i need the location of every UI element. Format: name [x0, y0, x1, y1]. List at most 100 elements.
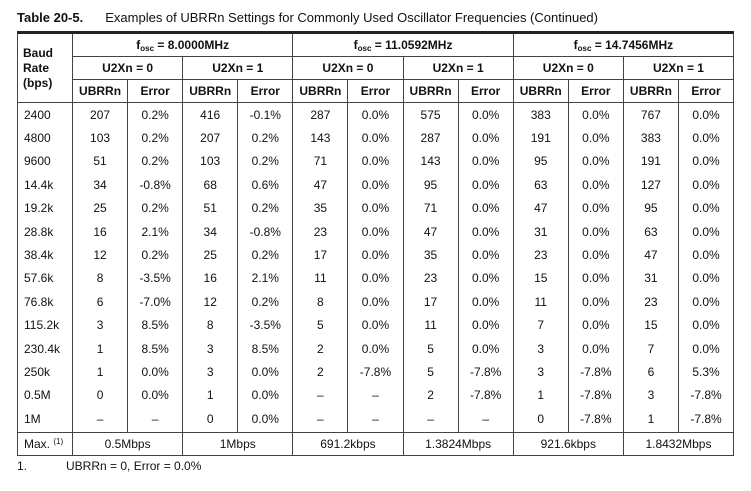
frequency-value: = 14.7456MHz — [594, 37, 674, 52]
ubrr-value: 35 — [402, 243, 459, 267]
error-value: 0.0% — [347, 149, 404, 174]
ubrr-value: 23 — [622, 290, 679, 314]
baud-rate: 230.4k — [17, 336, 73, 361]
ubrr-value: 207 — [182, 126, 239, 150]
ubrr-value: 47 — [512, 196, 569, 220]
error-value: 0.0% — [457, 219, 514, 244]
ubrr-value: 7 — [512, 313, 569, 337]
baud-rate: 38.4k — [17, 243, 73, 267]
ubrr-value: 1 — [512, 383, 569, 408]
ubrr-value: 63 — [622, 219, 679, 244]
ubrr-value: 31 — [512, 219, 569, 244]
baud-rate: 28.8k — [17, 219, 73, 244]
error-value: 0.0% — [457, 243, 514, 267]
frequency-subscript: osc — [140, 43, 155, 53]
error-value: -7.8% — [347, 360, 404, 384]
error-value: 0.0% — [677, 336, 735, 361]
error-value: 0.0% — [677, 266, 735, 291]
ubrr-value: 3 — [71, 313, 129, 337]
table-label: Table 20-5. — [17, 10, 84, 25]
error-value: 0.0% — [347, 313, 404, 337]
error-value: 0.0% — [347, 173, 404, 197]
baud-rate: 4800 — [17, 126, 73, 150]
error-value: 0.0% — [457, 149, 514, 174]
ubrr-value: 17 — [402, 290, 459, 314]
ubrr-value: 35 — [292, 196, 349, 220]
ubrr-value: 34 — [182, 219, 239, 244]
frequency-header: fosc = 14.7456MHz — [512, 31, 735, 57]
error-value: 0.0% — [677, 313, 735, 337]
error-value: -7.0% — [127, 290, 184, 314]
error-value: 0.0% — [237, 360, 294, 384]
ubrr-value: 191 — [512, 126, 569, 150]
ubrr-value: 416 — [182, 102, 239, 127]
ubrr-value: 12 — [71, 243, 129, 267]
ubrr-value: 207 — [71, 102, 129, 127]
ubrr-value: 11 — [292, 266, 349, 291]
error-value: 0.0% — [677, 290, 735, 314]
frequency-subscript: osc — [357, 43, 372, 53]
ubrr-value: 6 — [622, 360, 679, 384]
mode-header: U2Xn = 0 — [71, 56, 184, 80]
error-value: -7.8% — [457, 360, 514, 384]
ubrr-value: – — [292, 407, 349, 433]
column-header: UBRRn — [512, 79, 569, 103]
error-value: -0.1% — [237, 102, 294, 127]
error-value: 0.0% — [677, 126, 735, 150]
ubrr-value: 23 — [512, 243, 569, 267]
ubrr-value: 47 — [292, 173, 349, 197]
ubrr-value: 34 — [71, 173, 129, 197]
error-value: 0.2% — [237, 149, 294, 174]
header-row: UBRRn Error UBRRn Error UBRRn Error UBRRn Error… — [18, 79, 735, 103]
ubrr-value: 127 — [622, 173, 679, 197]
table-caption: Table 20-5. Examples of UBRRn Settings fo… — [17, 10, 598, 25]
error-value: 0.0% — [347, 102, 404, 127]
ubrr-value: 16 — [71, 219, 129, 244]
ubrr-value: 51 — [71, 149, 129, 174]
ubrr-value: 8 — [71, 266, 129, 291]
column-header: UBRRn — [622, 79, 679, 103]
frequency-subscript: osc — [577, 43, 592, 53]
error-value: 0.0% — [567, 149, 624, 174]
ubrr-value: 12 — [182, 290, 239, 314]
error-value: – — [457, 407, 514, 433]
error-value: – — [347, 407, 404, 433]
ubrr-value: 5 — [402, 360, 459, 384]
ubrr-value: 71 — [402, 196, 459, 220]
ubrr-value: – — [402, 407, 459, 433]
error-value: 0.6% — [237, 173, 294, 197]
error-value: 0.0% — [347, 290, 404, 314]
ubrr-value: 0 — [512, 407, 569, 433]
max-rate: 691.2kbps — [292, 432, 404, 457]
header-row: Baud Rate (bps) fosc = 8.0000MHz fosc = 11… — [17, 31, 735, 103]
frequency-symbol: f — [136, 37, 141, 52]
error-value: 0.0% — [677, 173, 735, 197]
error-value: 0.0% — [677, 149, 735, 174]
error-value: 0.0% — [567, 266, 624, 291]
ubrr-value: 3 — [182, 336, 239, 361]
error-value: 0.0% — [567, 313, 624, 337]
error-value: 0.0% — [677, 196, 735, 220]
error-value: 0.0% — [347, 336, 404, 361]
baud-header: Baud Rate (bps) — [17, 31, 73, 103]
error-value: 0.2% — [237, 290, 294, 314]
error-value: 0.0% — [457, 173, 514, 197]
baud-rate: 14.4k — [17, 173, 73, 197]
frequency-symbol: f — [573, 37, 578, 52]
ubrr-value: 7 — [622, 336, 679, 361]
mode-header: U2Xn = 1 — [622, 56, 735, 80]
error-value: 0.0% — [567, 126, 624, 150]
table-title: Examples of UBRRn Settings for Commonly … — [105, 10, 598, 25]
data-row: 14.4k 34 -0.8% 68 0.6% 47 0.0% 95 0.0% 63 0.0% 127 0… — [17, 173, 735, 197]
column-header: UBRRn — [71, 79, 129, 103]
error-value: 0.2% — [237, 243, 294, 267]
error-value: 0.0% — [567, 219, 624, 244]
frequency-value: = 8.0000MHz — [157, 37, 230, 52]
data-row: 1M – –0 0.0% – – – –0 -7.8% 1 -7.8% — [17, 407, 735, 433]
error-value: 0.2% — [237, 196, 294, 220]
header-row: U2Xn = 0 U2Xn = 1 U2Xn = 0 U2Xn = 1 U2Xn = 0… — [18, 56, 735, 80]
error-value: 0.0% — [457, 196, 514, 220]
mode-header: U2Xn = 0 — [512, 56, 624, 80]
note-ref: (1) — [53, 437, 64, 447]
error-value: 0.0% — [677, 219, 735, 244]
